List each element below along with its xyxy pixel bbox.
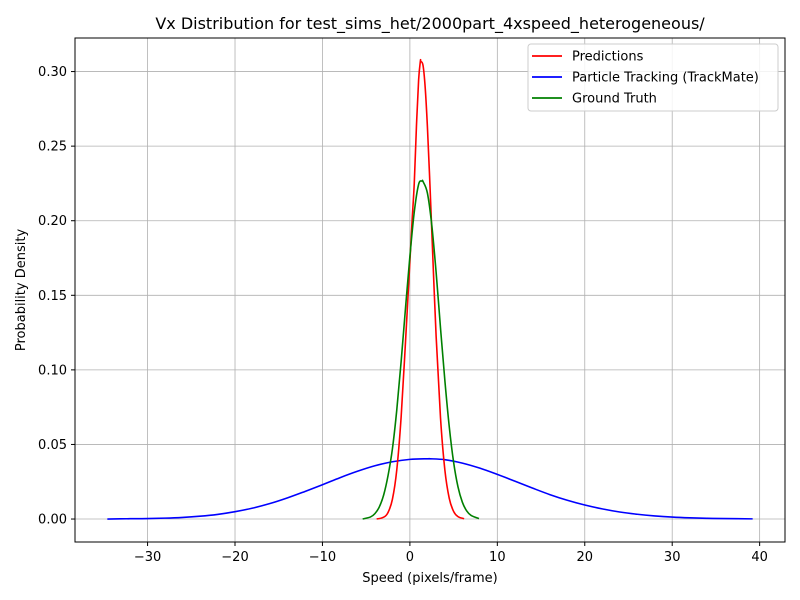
x-tick-label: −30 [134, 550, 161, 565]
y-tick-label: 0.30 [38, 65, 67, 80]
axis-ticks: −30 −20 −10 0 10 20 30 40 0.00 0.05 0.10 0.15 0.20 0.… [38, 65, 768, 565]
series-group [107, 58, 753, 520]
y-tick-label: 0.20 [38, 214, 67, 229]
y-tick-label: 0.15 [38, 289, 67, 304]
legend-item-particle-tracking: Particle Tracking (TrackMate) [572, 71, 759, 86]
x-axis-title: Speed (pixels/frame) [362, 571, 498, 586]
x-tick-label: −10 [309, 550, 336, 565]
series-line-predictions [376, 58, 465, 520]
legend-item-predictions: Predictions [572, 50, 644, 65]
x-tick-label: 30 [664, 550, 681, 565]
legend-item-ground-truth: Ground Truth [572, 92, 657, 107]
series-line-ground-truth [362, 179, 480, 520]
y-tick-label: 0.05 [38, 438, 67, 453]
legend-box [527, 43, 779, 112]
y-axis-title: Probability Density [14, 229, 29, 352]
x-tick-label: 0 [406, 550, 414, 565]
series-line-particle-tracking [107, 457, 753, 520]
grid-lines [75, 38, 785, 542]
y-tick-label: 0.00 [38, 513, 67, 528]
x-tick-label: 10 [489, 550, 506, 565]
plot-frame [74, 37, 786, 543]
x-tick-label: 20 [576, 550, 593, 565]
x-tick-label: 40 [751, 550, 768, 565]
y-tick-label: 0.25 [38, 140, 67, 155]
y-tick-label: 0.10 [38, 363, 67, 378]
x-tick-label: −20 [221, 550, 248, 565]
legend: Predictions Particle Tracking (TrackMate)… [527, 43, 779, 112]
chart-title: Vx Distribution for test_sims_het/2000pa… [155, 14, 705, 34]
